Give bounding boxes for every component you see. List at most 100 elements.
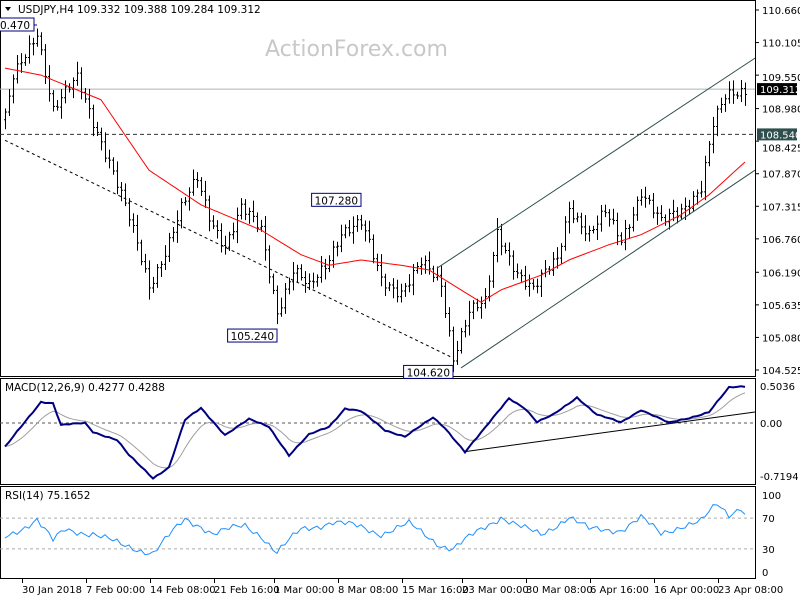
price-bar xyxy=(452,326,455,372)
macd-trendline xyxy=(464,411,756,453)
y-tick-label: 109.550 xyxy=(762,73,800,84)
price-bar xyxy=(496,218,499,263)
price-bar xyxy=(64,80,67,104)
price-bar xyxy=(604,204,607,218)
x-tick-label: 7 Feb 00:00 xyxy=(86,585,145,596)
price-bar xyxy=(616,212,619,246)
price-bar xyxy=(172,226,175,242)
price-bar xyxy=(224,235,227,255)
x-tick-label: 6 Apr 16:00 xyxy=(590,585,649,596)
price-bar xyxy=(460,327,463,354)
rsi-title: RSI(14) 75.1652 xyxy=(5,490,90,502)
price-bar xyxy=(324,258,327,280)
x-tick-label: 30 Jan 2018 xyxy=(22,585,82,596)
price-bar xyxy=(196,172,199,188)
price-bar xyxy=(396,279,399,303)
rsi-tick-label: 100 xyxy=(762,491,781,502)
price-bar xyxy=(112,157,115,175)
price-bar xyxy=(368,220,371,243)
macd-tick-label: 0.5036 xyxy=(760,382,795,393)
price-bar xyxy=(160,261,163,278)
price-bar xyxy=(648,194,651,205)
price-bar xyxy=(720,97,723,113)
price-annotation-label: 107.280 xyxy=(315,195,358,207)
y-tick-label: 105.635 xyxy=(762,301,800,312)
y-tick-label: 107.315 xyxy=(762,202,800,213)
macd-panel[interactable] xyxy=(0,378,756,485)
rsi-panel[interactable] xyxy=(0,486,756,579)
price-bar xyxy=(468,300,471,336)
price-bar xyxy=(700,180,703,198)
price-annotation-label: 105.240 xyxy=(231,331,274,343)
price-bar xyxy=(308,273,311,290)
price-bar xyxy=(136,214,139,251)
price-bar xyxy=(312,272,315,289)
price-bar xyxy=(612,208,615,225)
price-bar xyxy=(464,319,467,338)
price-bar xyxy=(576,212,579,223)
y-tick-label: 104.525 xyxy=(762,366,800,377)
price-bar xyxy=(92,104,95,137)
price-bar xyxy=(572,200,575,224)
y-tick-label: 106.760 xyxy=(762,235,800,246)
price-bar xyxy=(532,279,535,290)
price-bar xyxy=(236,207,239,244)
dropdown-triangle-icon[interactable] xyxy=(5,7,11,11)
current-price-tag-bg xyxy=(757,83,797,96)
price-bar xyxy=(484,288,487,309)
macd-tick-label: 0.00 xyxy=(760,419,782,430)
price-bar xyxy=(104,132,107,163)
price-bar xyxy=(568,201,571,234)
x-tick-label: 8 Mar 08:00 xyxy=(338,585,398,596)
price-bar xyxy=(380,254,383,287)
price-bar xyxy=(336,241,339,257)
price-bar xyxy=(152,276,155,293)
price-bar xyxy=(252,200,255,223)
price-bar xyxy=(624,219,627,251)
price-bar xyxy=(552,251,555,276)
price-bar xyxy=(192,169,195,196)
price-bar xyxy=(8,89,11,117)
price-annotation-box xyxy=(227,328,278,343)
price-bar xyxy=(168,232,171,262)
price-bar xyxy=(684,197,687,221)
price-bar xyxy=(184,197,187,206)
price-bar xyxy=(724,94,727,112)
price-bar xyxy=(24,54,27,66)
price-bar xyxy=(728,81,731,104)
price-bar xyxy=(188,187,191,211)
price-annotation-label: 0.470 xyxy=(0,20,30,32)
price-bar xyxy=(352,216,355,244)
x-tick-label: 23 Mar 00:00 xyxy=(462,585,529,596)
price-bar xyxy=(100,127,103,151)
price-bar xyxy=(556,247,559,269)
price-bar xyxy=(420,257,423,275)
price-bar xyxy=(480,296,483,319)
price-bar xyxy=(216,220,219,239)
price-bar xyxy=(508,242,511,266)
channel-lower-line xyxy=(460,169,756,369)
price-bar xyxy=(592,225,595,234)
price-bar xyxy=(704,155,707,201)
price-bar xyxy=(348,220,351,237)
x-tick-label: 14 Feb 08:00 xyxy=(150,585,216,596)
macd-title: MACD(12,26,9) 0.4277 0.4288 xyxy=(5,382,165,394)
price-bar xyxy=(204,180,207,208)
price-bar xyxy=(56,99,59,111)
price-bar xyxy=(200,177,203,196)
price-bar xyxy=(72,77,75,99)
price-bar xyxy=(280,297,283,317)
price-bar xyxy=(328,255,331,273)
price-bar xyxy=(120,182,123,202)
price-bar xyxy=(344,224,347,239)
price-bar xyxy=(140,239,143,266)
price-bar xyxy=(116,161,119,195)
price-bar xyxy=(708,141,711,167)
x-tick-label: 23 Apr 08:00 xyxy=(718,585,783,596)
y-tick-label: 108.425 xyxy=(762,143,800,154)
price-bar xyxy=(732,80,735,104)
main-price-panel[interactable] xyxy=(0,0,756,377)
level-price-tag-bg xyxy=(757,128,797,141)
ohlc-values: 109.332 109.388 109.284 109.312 xyxy=(77,4,261,16)
price-bar xyxy=(300,264,303,281)
